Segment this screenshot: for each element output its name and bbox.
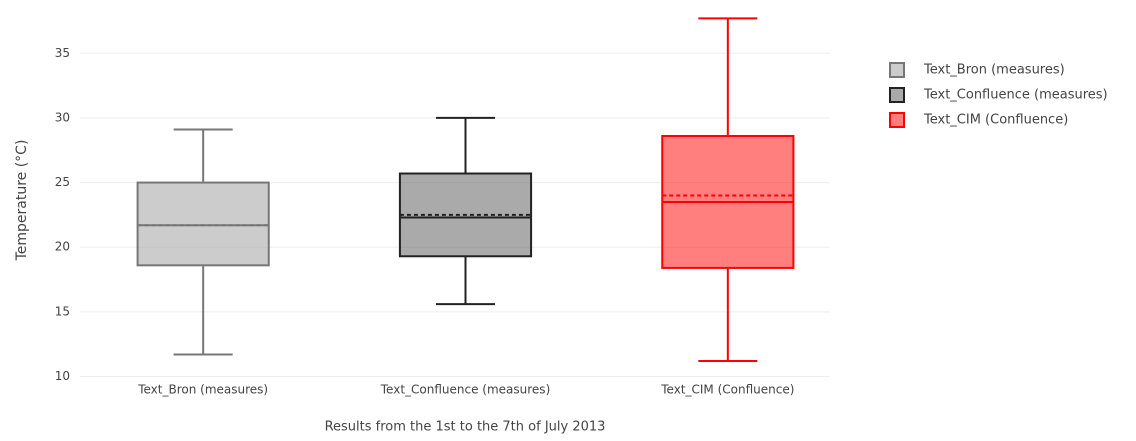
legend-label: Text_Confluence (measures) <box>923 88 1108 103</box>
legend-swatch <box>889 87 905 103</box>
legend-swatch <box>889 62 905 78</box>
y-tick-label: 25 <box>55 175 70 189</box>
y-tick-label: 15 <box>55 304 70 318</box>
y-tick-label: 10 <box>55 369 70 383</box>
x-tick-label: Text_Bron (measures) <box>137 383 268 397</box>
box <box>136 181 270 267</box>
legend-swatch <box>889 112 905 128</box>
x-tick-label: Text_CIM (Confluence) <box>660 383 794 397</box>
x-tick-label: Text_Confluence (measures) <box>380 383 551 397</box>
y-tick-label: 30 <box>55 110 70 124</box>
legend-label: Text_CIM (Confluence) <box>923 113 1068 128</box>
y-axis-title: Temperature (°C) <box>14 140 30 262</box>
x-axis-title: Results from the 1st to the 7th of July … <box>325 420 606 435</box>
legend-label: Text_Bron (measures) <box>923 63 1065 78</box>
y-tick-label: 35 <box>55 46 70 60</box>
y-tick-label: 20 <box>55 240 70 254</box>
